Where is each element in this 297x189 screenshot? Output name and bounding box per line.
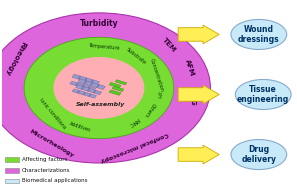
Bar (78, 79, 105, 89)
Bar (5, 157, 19, 162)
Text: Additives: Additives (69, 121, 92, 133)
Text: Temperature: Temperature (88, 43, 120, 51)
Text: Affecting factors: Affecting factors (22, 157, 67, 162)
Bar (109, 90, 121, 95)
Bar (93, 90, 97, 93)
Bar (81, 84, 85, 88)
Ellipse shape (24, 37, 174, 139)
Bar (76, 85, 102, 95)
Ellipse shape (63, 63, 135, 113)
FancyArrow shape (178, 145, 219, 164)
Text: AFM: AFM (184, 59, 195, 77)
Ellipse shape (67, 66, 131, 110)
Ellipse shape (85, 79, 113, 97)
Ellipse shape (81, 76, 117, 100)
Bar (5, 179, 19, 184)
FancyArrow shape (178, 25, 219, 44)
Bar (83, 81, 87, 84)
Bar (78, 76, 81, 79)
Ellipse shape (231, 19, 287, 50)
Text: Microrheology: Microrheology (28, 129, 75, 158)
Bar (72, 74, 99, 85)
Text: MMC: MMC (127, 116, 140, 127)
Bar (72, 89, 97, 98)
Text: Characterizations: Characterizations (22, 168, 71, 173)
Ellipse shape (0, 13, 210, 163)
Text: Tissue
engineering: Tissue engineering (237, 85, 289, 104)
Text: Substrate: Substrate (125, 46, 147, 65)
Bar (87, 86, 91, 89)
Text: Wound
dressings: Wound dressings (238, 25, 280, 44)
Text: Rheology: Rheology (4, 40, 26, 76)
Text: Others: Others (143, 102, 156, 119)
Ellipse shape (53, 57, 144, 119)
Text: Drug
delivery: Drug delivery (241, 145, 276, 164)
Bar (90, 80, 94, 83)
Bar (84, 78, 88, 81)
Ellipse shape (72, 69, 126, 107)
Bar (115, 80, 127, 85)
Ellipse shape (58, 60, 140, 116)
Text: SHG: SHG (189, 88, 197, 106)
Text: Ionic conditions: Ionic conditions (39, 98, 67, 130)
Ellipse shape (235, 80, 291, 109)
Text: Turbidity: Turbidity (80, 19, 118, 28)
Ellipse shape (76, 72, 122, 103)
Bar (83, 92, 86, 95)
Text: TEM: TEM (162, 37, 178, 53)
FancyArrow shape (178, 85, 219, 104)
Bar (112, 86, 124, 91)
Bar (88, 94, 92, 97)
Bar (87, 88, 91, 91)
Text: Self-assembly: Self-assembly (76, 102, 125, 107)
Bar (81, 86, 84, 90)
Bar (90, 82, 94, 86)
Bar (109, 82, 121, 88)
Bar (77, 90, 80, 93)
Text: Biomedical applications: Biomedical applications (22, 178, 88, 184)
Bar (5, 168, 19, 173)
Bar (70, 81, 96, 91)
Bar (75, 83, 79, 86)
Text: Concentration: Concentration (148, 58, 164, 93)
Text: pH: pH (155, 91, 161, 99)
Text: Confocal microscopy: Confocal microscopy (100, 132, 169, 163)
Bar (96, 84, 100, 88)
Ellipse shape (231, 139, 287, 170)
